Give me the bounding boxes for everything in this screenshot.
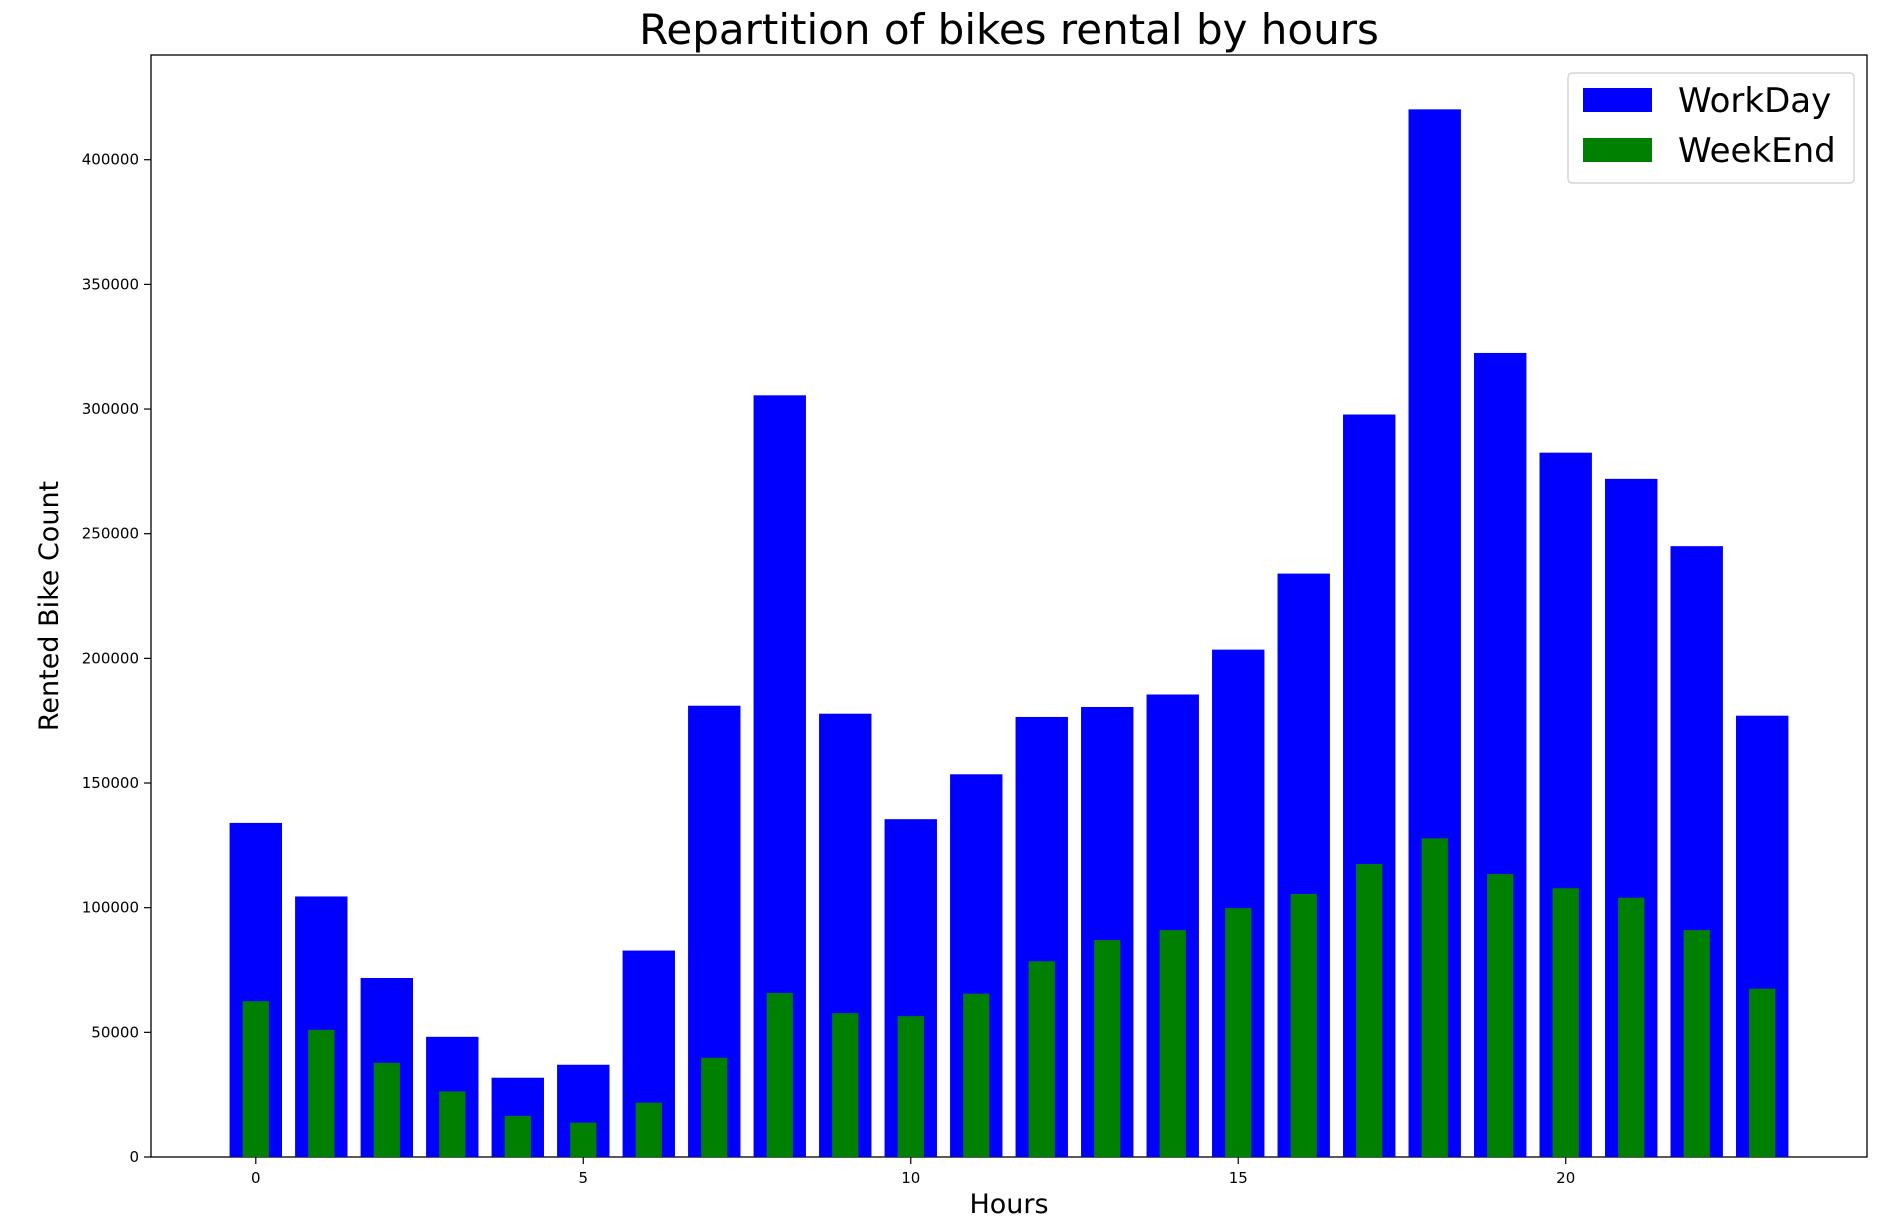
y-tick-label: 50000	[91, 1023, 139, 1041]
x-tick-label: 15	[1229, 1169, 1248, 1187]
legend-label-workday: WorkDay	[1678, 81, 1831, 121]
legend-swatch-workday	[1583, 88, 1652, 112]
y-tick-label: 100000	[82, 899, 139, 917]
y-tick-label: 0	[129, 1148, 139, 1166]
x-axis-label: Hours	[969, 1189, 1048, 1220]
x-tick-label: 10	[901, 1169, 920, 1187]
y-tick-label: 250000	[82, 525, 139, 543]
bar-weekend-2	[373, 1062, 400, 1157]
bar-weekend-8	[766, 992, 793, 1157]
bar-weekend-15	[1225, 908, 1252, 1157]
bar-weekend-1	[308, 1029, 335, 1157]
bar-weekend-22	[1683, 930, 1710, 1157]
bar-weekend-20	[1552, 888, 1579, 1157]
legend: WorkDay WeekEnd	[1567, 72, 1855, 184]
bar-weekend-9	[832, 1013, 859, 1157]
bar-weekend-14	[1159, 930, 1186, 1157]
bar-weekend-12	[1028, 961, 1055, 1157]
bars-layer	[229, 109, 1789, 1158]
bar-weekend-3	[439, 1091, 466, 1157]
y-tick-label: 200000	[82, 649, 139, 667]
bar-weekend-13	[1094, 940, 1121, 1157]
x-tick-label: 20	[1556, 1169, 1575, 1187]
y-tick-label: 300000	[82, 400, 139, 418]
y-axis-label: Rented Bike Count	[34, 481, 65, 731]
bar-weekend-21	[1618, 897, 1645, 1157]
legend-swatch-weekend	[1583, 138, 1652, 162]
y-tick-label: 400000	[82, 151, 139, 169]
bar-weekend-23	[1749, 988, 1776, 1157]
bar-weekend-5	[570, 1122, 597, 1157]
x-tick-label: 5	[579, 1169, 589, 1187]
chart-title: Repartition of bikes rental by hours	[639, 5, 1379, 54]
bar-weekend-18	[1421, 838, 1448, 1157]
y-axis: 0 50000 100000 150000 200000 250000 300000 3500…	[82, 151, 151, 1166]
x-tick-label: 0	[251, 1169, 261, 1187]
bar-weekend-11	[963, 993, 990, 1157]
y-tick-label: 350000	[82, 275, 139, 293]
bar-weekend-6	[635, 1102, 662, 1157]
bar-weekend-17	[1356, 864, 1383, 1157]
bar-weekend-4	[504, 1115, 531, 1157]
bar-weekend-16	[1290, 893, 1317, 1157]
bar-weekend-10	[897, 1016, 924, 1157]
plot-area	[150, 54, 1868, 1158]
legend-label-weekend: WeekEnd	[1678, 131, 1836, 171]
bar-weekend-19	[1487, 874, 1514, 1157]
bar-weekend-0	[242, 1001, 269, 1157]
x-axis: 0 5 10 15 20	[251, 1157, 1575, 1187]
y-tick-label: 150000	[82, 774, 139, 792]
bar-weekend-7	[701, 1057, 728, 1157]
